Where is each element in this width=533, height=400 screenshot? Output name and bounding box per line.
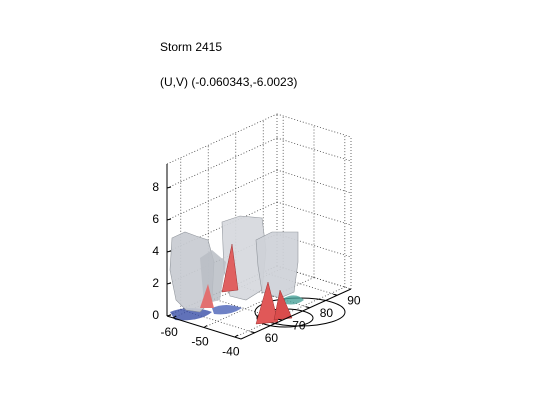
y-tick-label: 70 — [292, 318, 306, 332]
chart-title: Storm 2415 — [160, 40, 222, 54]
z-tick — [166, 186, 172, 189]
blue-surface — [212, 305, 242, 315]
chart-subtitle: (U,V) (-0.060343,-6.0023) — [160, 75, 297, 89]
isosurfaces — [169, 215, 346, 328]
y-tick-label: 80 — [320, 306, 334, 320]
z-tick — [166, 282, 172, 285]
grid-line — [276, 169, 352, 194]
box-edge — [276, 113, 352, 138]
gray-surface — [255, 231, 299, 299]
z-tick-label: 6 — [152, 212, 159, 226]
red-surface — [255, 281, 279, 325]
x-tick-label: -60 — [160, 325, 178, 339]
x-tick-label: -40 — [222, 344, 240, 358]
red-surface — [273, 289, 293, 321]
z-tick-label: 4 — [152, 244, 159, 258]
grid-line — [208, 296, 283, 321]
z-tick-label: 2 — [152, 276, 159, 290]
red-surface — [221, 243, 239, 293]
grid-line — [166, 137, 278, 189]
z-tick-label: 0 — [152, 308, 159, 322]
z-tick — [166, 250, 172, 253]
green-surface — [284, 295, 304, 305]
y-axis — [240, 288, 352, 340]
box-edge — [166, 113, 278, 165]
z-tick — [166, 218, 172, 221]
red-surface — [200, 284, 214, 308]
grid-line — [234, 286, 345, 338]
grid-line — [173, 267, 284, 319]
blue-surface — [170, 308, 212, 321]
grid-line — [276, 201, 352, 226]
grid-line — [166, 169, 278, 221]
y-tick-label: 60 — [265, 331, 279, 345]
z-tick-label: 8 — [152, 180, 159, 194]
x-axis — [166, 315, 242, 340]
grid-line — [203, 277, 315, 328]
axes: 0 2 4 6 8 -60 -50 -40 60 70 80 90 — [152, 164, 361, 358]
grid-line — [276, 137, 352, 162]
y-tick-label: 90 — [347, 293, 361, 307]
x-tick-label: -50 — [191, 335, 209, 349]
